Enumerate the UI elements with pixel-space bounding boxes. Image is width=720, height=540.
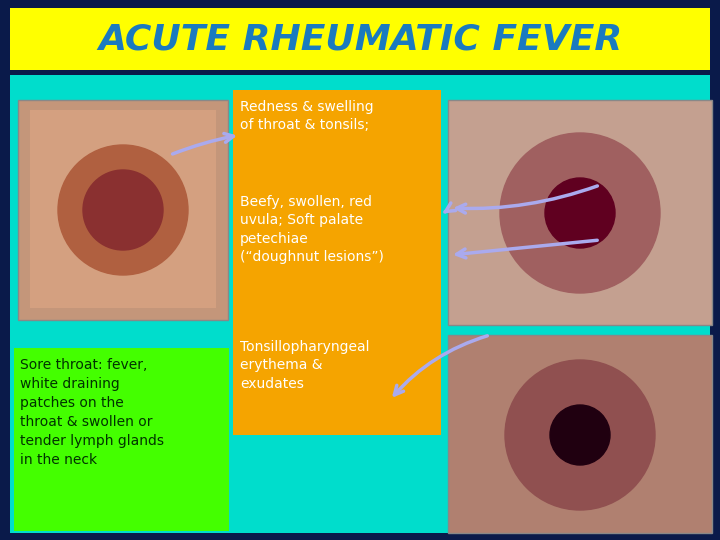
Circle shape <box>58 145 188 275</box>
FancyBboxPatch shape <box>10 8 710 70</box>
FancyBboxPatch shape <box>10 75 710 533</box>
FancyBboxPatch shape <box>18 100 228 320</box>
Circle shape <box>550 405 610 465</box>
FancyBboxPatch shape <box>14 348 229 531</box>
FancyBboxPatch shape <box>448 335 712 533</box>
Circle shape <box>83 170 163 250</box>
Circle shape <box>545 178 615 248</box>
Circle shape <box>505 360 655 510</box>
Text: Sore throat: fever,
white draining
patches on the
throat & swollen or
tender lym: Sore throat: fever, white draining patch… <box>20 358 164 467</box>
Circle shape <box>500 133 660 293</box>
Text: ACUTE RHEUMATIC FEVER: ACUTE RHEUMATIC FEVER <box>98 22 622 56</box>
FancyBboxPatch shape <box>30 110 216 308</box>
Text: Redness & swelling
of throat & tonsils;: Redness & swelling of throat & tonsils; <box>240 100 374 132</box>
FancyBboxPatch shape <box>233 90 441 435</box>
FancyBboxPatch shape <box>448 100 712 325</box>
Text: Beefy, swollen, red
uvula; Soft palate
petechiae
(“doughnut lesions”): Beefy, swollen, red uvula; Soft palate p… <box>240 195 384 264</box>
Text: Tonsillopharyngeal
erythema &
exudates: Tonsillopharyngeal erythema & exudates <box>240 340 369 391</box>
